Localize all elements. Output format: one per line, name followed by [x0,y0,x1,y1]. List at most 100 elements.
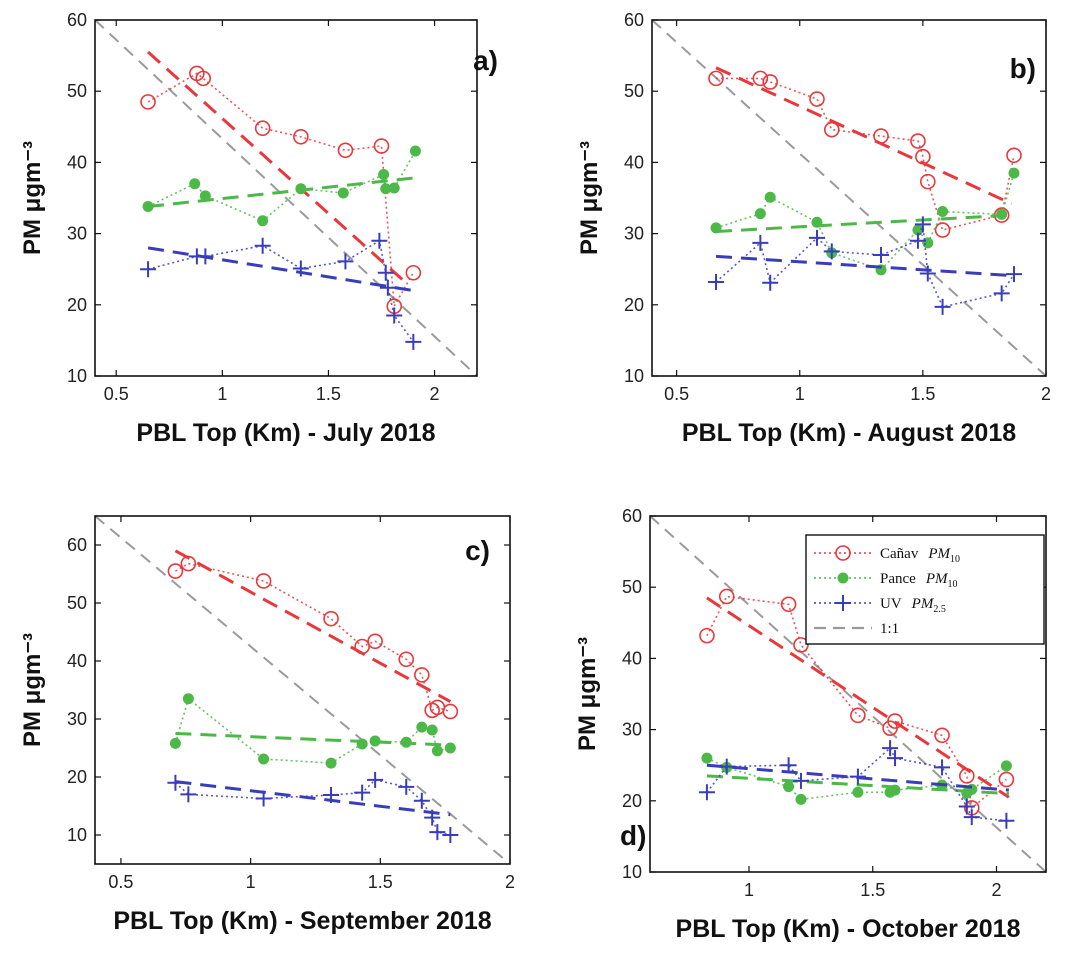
panel-d-uv-point [718,758,735,775]
panel-c-ytick-label: 60 [67,535,87,555]
panel-d-uv-connector [706,746,1007,822]
panel-c-ytick-label: 30 [67,709,87,729]
panel-b-uv-point [708,274,725,291]
panel-c-plot [95,516,510,864]
panel-d-uv-point [792,772,809,789]
panel-c-ytick-label: 10 [67,825,87,845]
panel-d-xlabel: PBL Top (Km) - October 2018 [676,915,1021,943]
panel-d-uv-point [698,784,715,801]
panel-a-uv-point [254,237,271,254]
panel-a-uv-point [386,307,403,324]
panel-d-pance-fit-line [706,774,1009,796]
panel-c-canav-point [255,573,272,589]
panel-c-pance-point [169,737,181,749]
panel-d-xtick-label: 1 [744,880,754,900]
legend-row-canav: Cañav PM10 [814,545,960,565]
panel-c-canav-fit-line [174,549,452,703]
legend-label: 1:1 [880,621,899,637]
panel-a-uv-point [292,260,309,277]
legend-subscript: 10 [950,554,960,565]
legend-swatch-marker [837,572,849,584]
panel-d-canav-point [793,637,809,653]
panel-c-xtick-label: 1 [246,872,256,892]
panel-c-uv-point [323,786,340,803]
panel-c-letter: c) [465,535,490,566]
panel-b-uv-point [808,229,825,246]
panel-d-canav-point [887,713,903,729]
panel-a-canav-connector [147,72,414,309]
panel-b-pance-point [996,208,1008,220]
panel-d-canav-point [780,596,797,613]
panel-a-pance-connector [147,150,417,222]
panel-c-pance-point [431,745,443,757]
legend-label: Pance PM10 [880,571,958,590]
panel-d-ytick-label: 50 [622,577,642,597]
panel-d-canav-point [718,588,735,605]
panel-d-xtick-label: 2 [991,880,1001,900]
panel-a-canav-point [405,264,422,281]
panel-a-ytick-label: 30 [67,224,87,244]
panel-a-pance-point [257,215,269,227]
panel-d-pance-point [889,784,901,796]
panel-d-pance-point [701,752,713,764]
panel-c-pance-point [325,757,337,769]
panel-a-one-to-one-line [95,20,477,376]
panel-a-canav-point [195,70,212,87]
panel-a-plot [95,20,477,376]
panel-d-ytick-label: 60 [622,506,642,526]
panel-c-canav-point [167,563,184,579]
panel-b-series-uv [708,216,1022,315]
panel-b-pance-point [754,208,766,220]
panel-b-plot [652,20,1046,376]
legend-pollutant: PM [925,571,949,587]
panel-a-pance-point [409,145,421,157]
panel-d-pance-point [783,781,795,793]
panel-c-canav-point [442,703,459,720]
panel-c-canav-point [414,667,430,683]
panel-a-pance-point [199,190,211,202]
panel-c-pance-point [356,738,368,750]
legend-label: Cañav PM10 [880,546,960,565]
panel-c-uv-point [413,792,430,809]
panel-a-ticks: 0.5 1 1.5 2 10 20 30 40 50 60 [67,10,477,404]
legend-row-oneone: 1:1 [814,621,899,637]
panel-a-ytick-label: 40 [67,152,87,172]
panel-d-uv-point [780,757,797,774]
panel-b-ylabel: PM μgm⁻³ [576,141,603,255]
legend-station: Cañav [880,546,919,562]
panel-b-xtick-label: 1 [795,384,805,404]
panel-a-series-pance [142,145,421,227]
panel-a-ytick-label: 10 [67,366,87,386]
panel-d-one-to-one-line [650,516,1046,872]
panel-b-uv-point [993,285,1010,302]
legend-subscript: 2.5 [933,604,946,615]
panel-a-pance-point [378,169,390,181]
panel-d-plot [650,516,1046,872]
panel-b-xtick-label: 0.5 [664,384,689,404]
panel-a-uv-point [371,232,388,249]
panel-c-pance-point [258,753,270,765]
legend-subscript: 10 [948,579,958,590]
panel-c-pance-point [416,721,428,733]
panel-d-uv-point [882,740,899,757]
panel-b-uv-point [873,246,890,263]
panel-c-canav-point [398,651,415,668]
panel-a-ytick-label: 50 [67,81,87,101]
panel-c-ytick-label: 20 [67,767,87,787]
panel-c-series-uv [167,771,459,843]
panel-c-canav-point [354,638,370,655]
panel-b-pance-point [811,216,823,228]
panel-a: 0.5 1 1.5 2 10 20 30 40 50 60 a) PBL Top (Km) - J… [19,10,498,447]
panel-c-ytick-label: 40 [67,651,87,671]
panel-b-uv-point [762,274,779,291]
panel-d-uv-point [887,750,904,767]
legend-station: 1:1 [880,621,899,637]
panel-c-xtick-label: 1.5 [368,872,393,892]
panel-d-canav-point [934,727,950,744]
panel-a-series-canav [140,50,422,315]
panel-d-pance-point [1000,760,1012,772]
panel-d-ytick-label: 10 [622,862,642,882]
